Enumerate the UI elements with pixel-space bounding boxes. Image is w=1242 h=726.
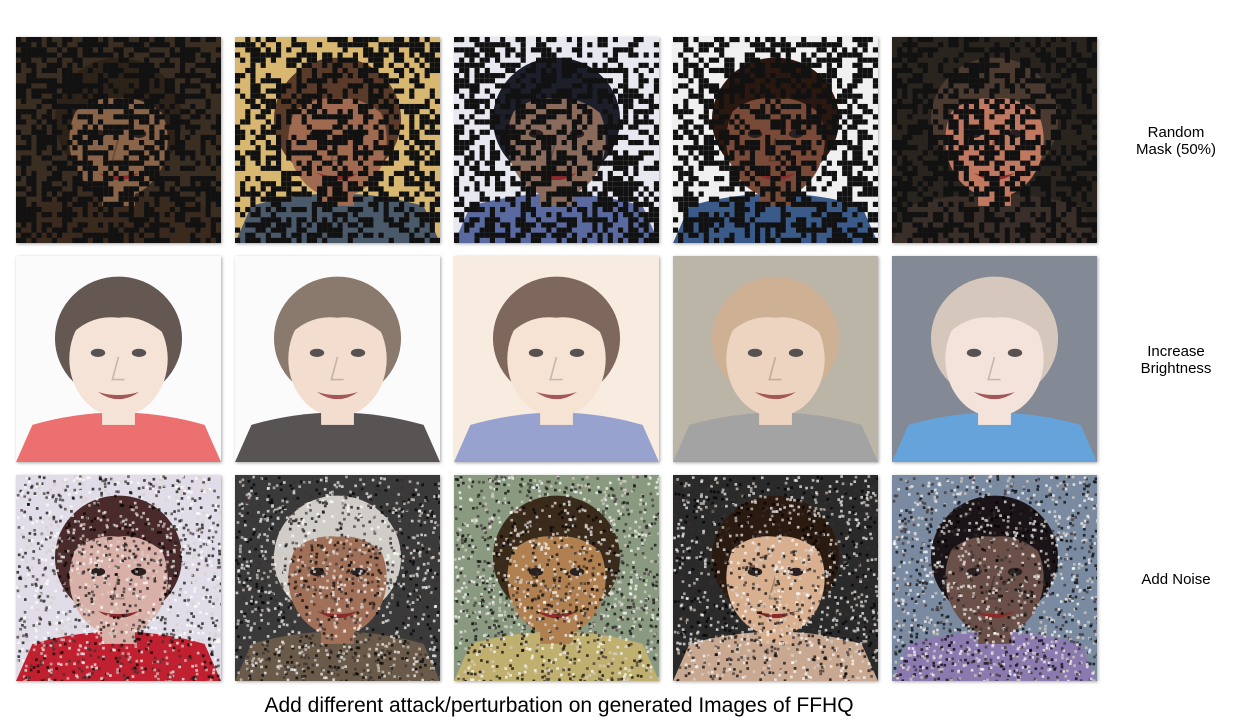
figure-caption: Add different attack/perturbation on gen… [264, 694, 854, 717]
row-label-random-mask: Random Mask (50%) [1135, 124, 1217, 158]
row-label-add-noise: Add Noise [1141, 571, 1211, 588]
face-image-graphic [16, 256, 221, 462]
face-image-graphic [454, 256, 659, 462]
face-image-mask [454, 37, 659, 243]
face-image-graphic [673, 475, 878, 681]
face-image-graphic [16, 475, 221, 681]
face-image-graphic [454, 37, 659, 243]
face-image-graphic [16, 37, 221, 243]
face-image-bright [673, 256, 878, 462]
face-image-mask [892, 37, 1097, 243]
face-image-graphic [673, 256, 878, 462]
image-grid [16, 37, 1097, 681]
face-image-noise [673, 475, 878, 681]
face-image-graphic [892, 256, 1097, 462]
face-image-noise [235, 475, 440, 681]
face-image-graphic [454, 475, 659, 681]
face-image-noise [454, 475, 659, 681]
row-label-increase-brightness: Increase Brightness [1140, 343, 1212, 377]
face-image-bright [235, 256, 440, 462]
face-image-mask [673, 37, 878, 243]
face-image-graphic [235, 475, 440, 681]
face-image-bright [892, 256, 1097, 462]
face-image-graphic [892, 475, 1097, 681]
face-image-noise [892, 475, 1097, 681]
face-image-mask [235, 37, 440, 243]
face-image-bright [16, 256, 221, 462]
face-image-bright [454, 256, 659, 462]
face-image-noise [16, 475, 221, 681]
face-image-graphic [892, 37, 1097, 243]
face-image-graphic [235, 256, 440, 462]
face-image-graphic [673, 37, 878, 243]
face-image-graphic [235, 37, 440, 243]
face-image-mask [16, 37, 221, 243]
